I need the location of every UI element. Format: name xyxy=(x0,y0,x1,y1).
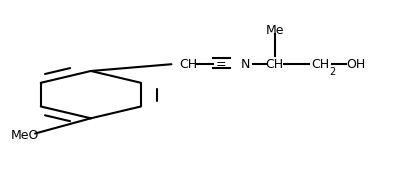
Text: OH: OH xyxy=(347,58,366,71)
Text: CH: CH xyxy=(266,58,284,71)
Text: 2: 2 xyxy=(329,67,336,77)
Text: CH: CH xyxy=(179,58,197,71)
Text: MeO: MeO xyxy=(10,129,39,142)
Text: Me: Me xyxy=(266,24,284,37)
Text: CH: CH xyxy=(311,58,329,71)
Text: =: = xyxy=(216,58,226,71)
Text: N: N xyxy=(241,58,250,71)
